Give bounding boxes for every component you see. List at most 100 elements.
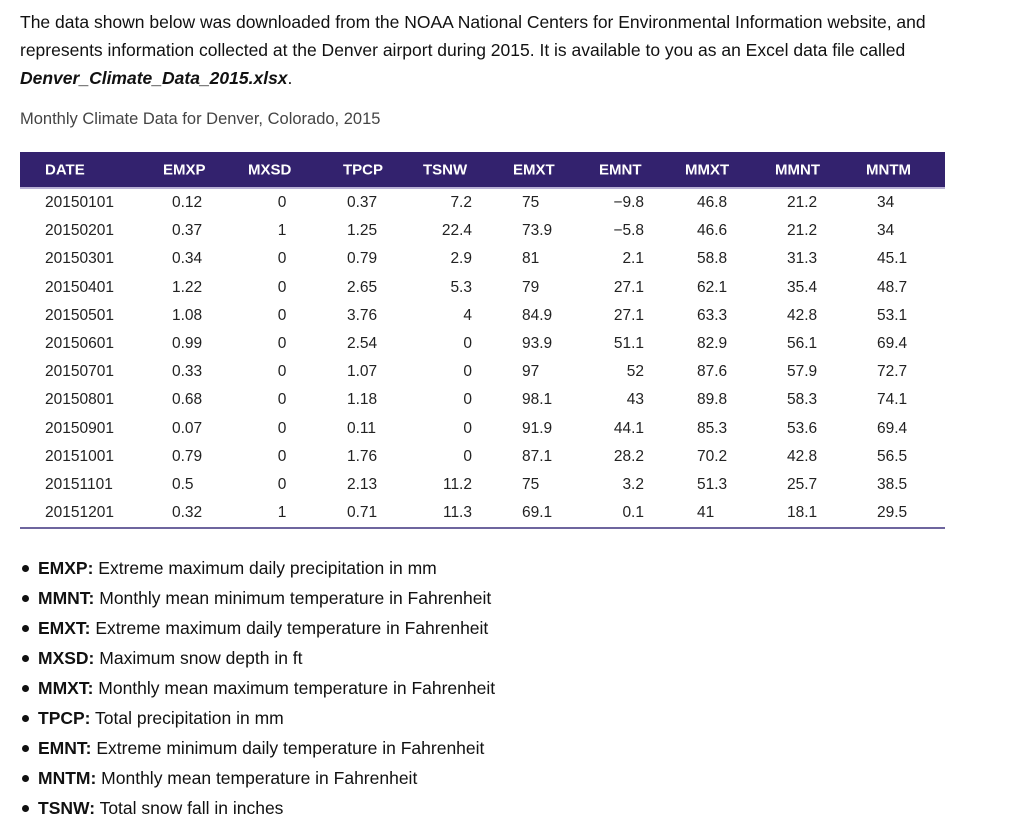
cell-emnt: 27.1 — [613, 306, 644, 324]
cell-tpcp: 0.79 — [347, 250, 378, 268]
definition-term: TPCP: — [38, 708, 91, 728]
definition-term: EMXP: — [38, 558, 94, 578]
cell-emxp: 0.68 — [172, 391, 203, 409]
table-row: 20151001 0.79 0 1.76 0 87.1 28.2 70.2 42.8 56.5 — [20, 443, 945, 471]
cell-mmxt: 41 — [697, 504, 715, 522]
cell-emxp: 1.08 — [172, 306, 203, 324]
cell-tpcp: 3.76 — [347, 306, 378, 324]
definition-text: Monthly mean temperature in Fahrenheit — [96, 768, 418, 788]
cell-tsnw: 0 — [463, 447, 472, 465]
climate-table: DATE EMXP MXSD TPCP TSNW EMXT EMNT MMXT MMNT MNTM… — [20, 152, 945, 530]
cell-tpcp: 2.54 — [347, 335, 378, 353]
column-header-tpcp: TPCP — [343, 161, 384, 178]
cell-tsnw: 22.4 — [441, 222, 472, 240]
cell-emnt: −9.8 — [613, 194, 644, 212]
cell-date: 20151001 — [45, 447, 114, 465]
cell-emnt: 2.1 — [622, 250, 644, 268]
definition-item: MNTM: Monthly mean temperature in Fahren… — [20, 763, 495, 793]
cell-mxsd: 0 — [277, 363, 287, 381]
cell-emxp: 0.5 — [172, 475, 194, 493]
definition-text: Maximum snow depth in ft — [94, 648, 303, 668]
cell-emxp: 0.79 — [172, 447, 203, 465]
intro-end: . — [287, 68, 293, 88]
definition-item: MMXT: Monthly mean maximum temperature i… — [20, 673, 495, 703]
cell-mmnt: 21.2 — [787, 194, 818, 212]
cell-mmnt: 21.2 — [787, 222, 818, 240]
definition-term: MXSD: — [38, 648, 95, 668]
definition-term: MMNT: — [38, 588, 95, 608]
definition-item: EMNT: Extreme minimum daily temperature … — [20, 733, 495, 763]
table-row: 20150501 1.08 0 3.76 4 84.9 27.1 63.3 42.8 53.1 — [20, 302, 945, 330]
cell-mmnt: 57.9 — [787, 363, 818, 381]
column-header-tsnw: TSNW — [423, 161, 468, 178]
cell-mmxt: 70.2 — [697, 447, 728, 465]
definitions-list: EMXP: Extreme maximum daily precipitatio… — [20, 553, 495, 823]
cell-emxp: 0.34 — [172, 250, 203, 268]
cell-tpcp: 0.11 — [347, 419, 377, 437]
cell-mxsd: 0 — [277, 475, 287, 493]
cell-tpcp: 1.25 — [347, 222, 378, 240]
cell-emxp: 0.32 — [172, 504, 203, 522]
table-row: 20150601 0.99 0 2.54 0 93.9 51.1 82.9 56.1 69.4 — [20, 330, 945, 358]
cell-emxp: 0.37 — [172, 222, 203, 240]
cell-emnt: 0.1 — [622, 504, 644, 522]
cell-emxt: 75 — [522, 194, 540, 212]
cell-tsnw: 0 — [463, 419, 472, 437]
cell-mxsd: 0 — [277, 306, 287, 324]
cell-tsnw: 7.2 — [450, 194, 472, 212]
cell-emnt: −5.8 — [613, 222, 644, 240]
cell-tpcp: 1.07 — [347, 363, 378, 381]
cell-mntm: 38.5 — [877, 475, 908, 493]
definition-item: TSNW: Total snow fall in inches — [20, 793, 495, 823]
definition-item: EMXP: Extreme maximum daily precipitatio… — [20, 553, 495, 583]
cell-date: 20150501 — [45, 306, 114, 324]
cell-mxsd: 0 — [277, 447, 287, 465]
table-row: 20150401 1.22 0 2.65 5.3 79 27.1 62.1 35.4 48.7 — [20, 274, 945, 302]
cell-emxp: 1.22 — [172, 278, 203, 296]
column-header-emnt: EMNT — [599, 161, 642, 178]
cell-tsnw: 0 — [463, 391, 472, 409]
cell-date: 20151101 — [45, 475, 113, 493]
table-bottom-rule — [20, 527, 945, 530]
definition-text: Extreme minimum daily temperature in Fah… — [91, 738, 485, 758]
cell-date: 20150301 — [45, 250, 114, 268]
cell-mmnt: 31.3 — [787, 250, 818, 268]
definition-term: EMNT: — [38, 738, 92, 758]
definition-text: Monthly mean maximum temperature in Fahr… — [93, 678, 496, 698]
cell-emnt: 51.1 — [613, 335, 644, 353]
table-row: 20150101 0.12 0 0.37 7.2 75 −9.8 46.8 21.2 34 — [20, 189, 945, 217]
definition-term: TSNW: — [38, 798, 96, 818]
column-header-mxsd: MXSD — [248, 161, 292, 178]
cell-tsnw: 0 — [463, 335, 472, 353]
definition-item: MMNT: Monthly mean minimum temperature i… — [20, 583, 495, 613]
cell-mntm: 34 — [877, 222, 895, 240]
cell-mxsd: 1 — [277, 222, 287, 240]
cell-date: 20150801 — [45, 391, 114, 409]
cell-mmnt: 56.1 — [787, 335, 818, 353]
cell-mmxt: 46.8 — [697, 194, 728, 212]
cell-mmxt: 85.3 — [697, 419, 728, 437]
cell-emxp: 0.07 — [172, 419, 203, 437]
cell-emnt: 43 — [626, 391, 644, 409]
table-header: DATE EMXP MXSD TPCP TSNW EMXT EMNT MMXT MMNT MNTM — [20, 152, 945, 189]
column-header-emxt: EMXT — [513, 161, 555, 178]
cell-mmnt: 42.8 — [787, 447, 818, 465]
table-body: 20150101 0.12 0 0.37 7.2 75 −9.8 46.8 21.2 34 2015… — [20, 189, 945, 527]
cell-emxt: 75 — [522, 475, 540, 493]
cell-mxsd: 1 — [277, 504, 287, 522]
cell-mxsd: 0 — [277, 391, 287, 409]
cell-emxt: 87.1 — [522, 447, 553, 465]
cell-mmnt: 35.4 — [787, 278, 818, 296]
table-row: 20151101 0.5 0 2.13 11.2 75 3.2 51.3 25.7 38.5 — [20, 471, 945, 499]
table-row: 20150901 0.07 0 0.11 0 91.9 44.1 85.3 53.6 69.4 — [20, 415, 945, 443]
table-row: 20150301 0.34 0 0.79 2.9 81 2.1 58.8 31.3 45.1 — [20, 245, 945, 273]
cell-mmxt: 62.1 — [697, 278, 728, 296]
definition-text: Monthly mean minimum temperature in Fahr… — [94, 588, 492, 608]
definition-term: EMXT: — [38, 618, 91, 638]
cell-mxsd: 0 — [277, 419, 287, 437]
cell-mntm: 72.7 — [877, 363, 908, 381]
cell-mntm: 34 — [877, 194, 895, 212]
cell-mmxt: 63.3 — [697, 306, 728, 324]
cell-tsnw: 0 — [463, 363, 472, 381]
cell-emnt: 27.1 — [613, 278, 644, 296]
